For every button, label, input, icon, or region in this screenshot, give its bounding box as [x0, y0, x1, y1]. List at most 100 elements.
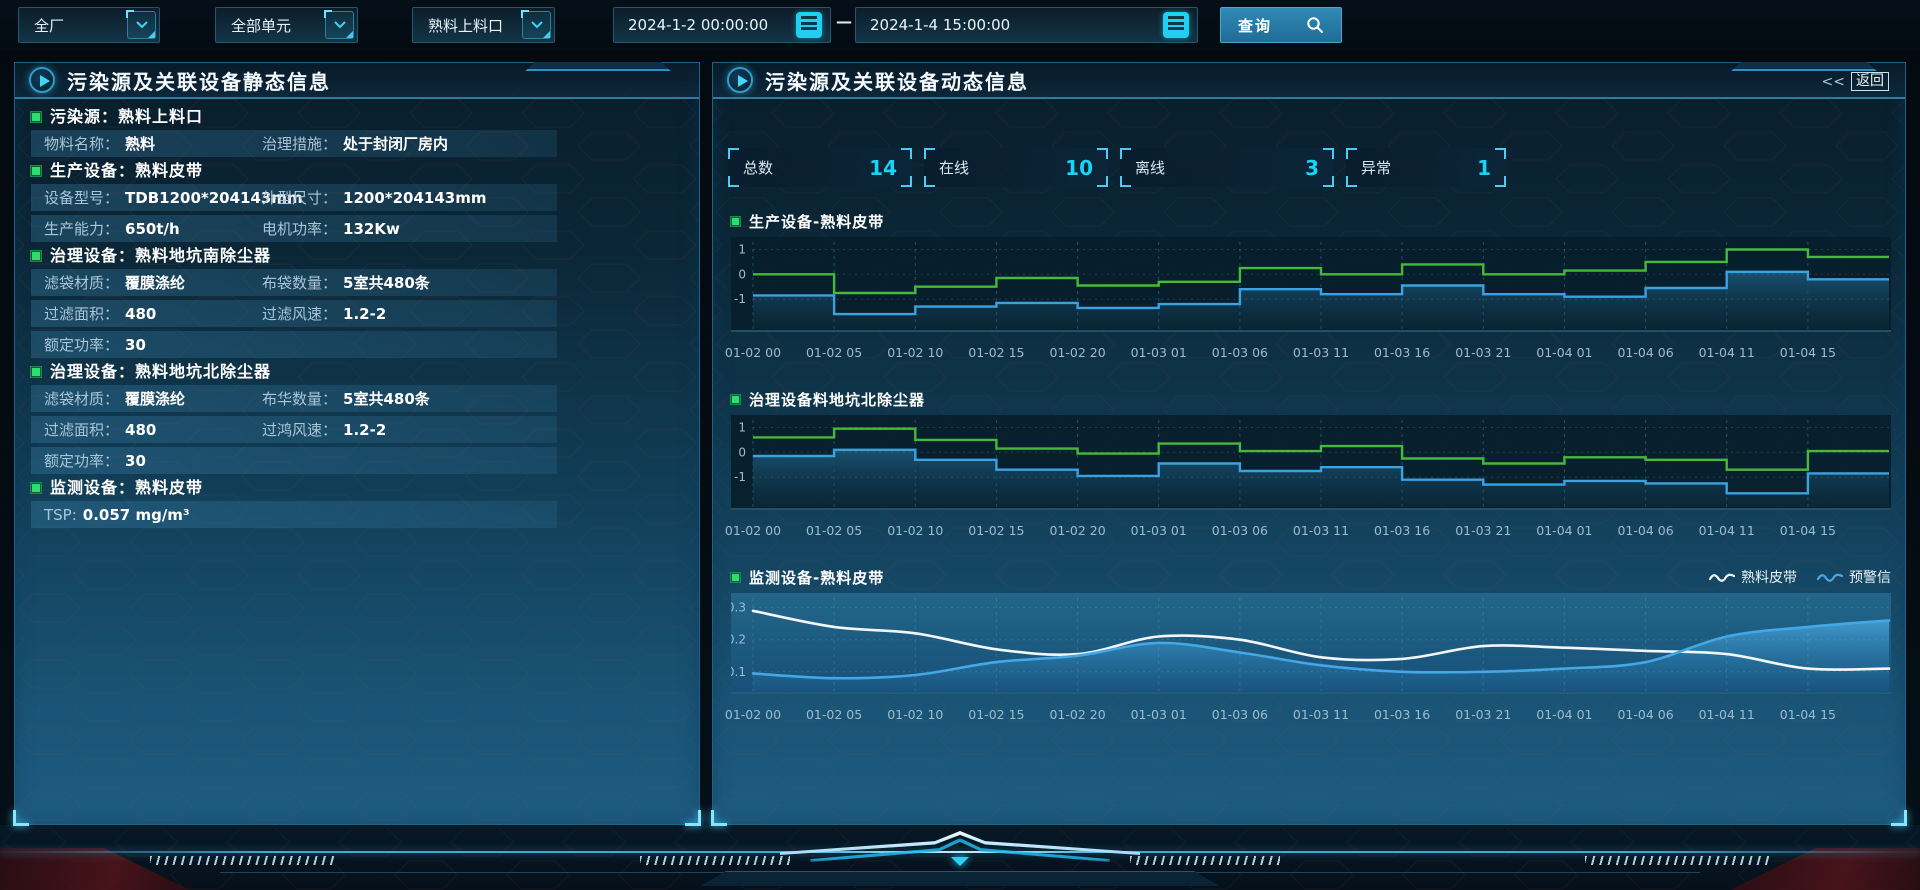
- bullet-icon: [730, 571, 741, 583]
- x-tick-label: 01-02 20: [1049, 707, 1106, 722]
- x-tick-label: 01-04 06: [1617, 707, 1674, 722]
- x-tick-label: 01-02 05: [805, 345, 863, 360]
- info-row: 额定功率： 30: [31, 447, 557, 474]
- center-emblem-triangle: [951, 857, 969, 866]
- hatch-strip: [1585, 856, 1770, 865]
- corner-bracket: [1120, 148, 1131, 159]
- field-value: 650t/h: [125, 220, 180, 238]
- stat-value: 14: [869, 155, 897, 180]
- chart-title: 治理设备料地坑北除尘器: [749, 390, 926, 409]
- select-plant[interactable]: 全厂: [18, 7, 160, 43]
- x-tick-label: 01-04 06: [1617, 523, 1674, 538]
- chart-legend: 熟料皮带 预警信: [1709, 567, 1891, 587]
- calendar-icon[interactable]: [796, 12, 822, 38]
- svg-text:0.2: 0.2: [731, 633, 746, 647]
- static-panel-title: 污染源及关联设备静态信息: [67, 69, 331, 94]
- svg-text:0: 0: [738, 445, 746, 459]
- field-label: 电机功率：: [262, 220, 338, 238]
- chevron-down-icon: [324, 10, 354, 39]
- field-value: 480: [125, 421, 157, 439]
- legend-label: 熟料皮带: [1741, 570, 1797, 586]
- field-label: 外型尺寸：: [262, 189, 338, 207]
- x-tick-label: 01-04 11: [1698, 707, 1755, 722]
- info-row: 过滤面积： 480 过鸿风速： 1.2-2: [31, 416, 557, 443]
- x-tick-label: 01-02 10: [887, 345, 944, 360]
- select-unit-value: 全部单元: [231, 16, 292, 35]
- stat-card-2: 在线 10: [924, 148, 1108, 187]
- field-value: 30: [125, 336, 146, 354]
- device-stats-row: 总数 14 在线 10 离线 3 异常 1: [728, 148, 1905, 187]
- x-tick-label: 01-03 06: [1211, 345, 1268, 360]
- x-tick-label: 01-02 00: [724, 523, 782, 538]
- x-tick-label: 01-04 01: [1536, 345, 1593, 360]
- x-tick-label: 01-04 11: [1698, 345, 1755, 360]
- field-value: 5室共480条: [343, 390, 430, 408]
- x-axis-labels: 01-02 00 01-02 05 01-02 10 01-02 15 01-02 20…: [725, 521, 1891, 539]
- date-range-separator: —: [836, 12, 852, 31]
- dynamic-panel-title: 污染源及关联设备动态信息: [765, 69, 1029, 94]
- corner-bracket: [728, 176, 739, 187]
- x-tick-label: 01-03 21: [1455, 345, 1512, 360]
- corner-bracket: [1120, 176, 1131, 187]
- x-tick-label: 01-02 00: [724, 345, 782, 360]
- field-value: 132Kw: [343, 220, 400, 238]
- select-source-value: 熟料上料口: [428, 16, 504, 35]
- field-value: 处于封闭厂房内: [343, 135, 449, 153]
- field-value: 1.2-2: [343, 305, 387, 323]
- static-info-panel: 污染源及关联设备静态信息 污染源：熟料上料口 物料名称： 熟料 治理措施： 处于封闭厂房…: [13, 62, 701, 826]
- bullet-icon: [30, 482, 42, 494]
- field-label: 布袋数量：: [262, 274, 338, 292]
- x-tick-label: 01-03 01: [1130, 707, 1187, 722]
- legend-item[interactable]: 预警信: [1817, 567, 1891, 587]
- x-tick-label: 01-02 20: [1049, 345, 1106, 360]
- chart-2: 治理设备料地坑北除尘器 1 0 -1 01-02 00 01-02 05 01-02 10 0…: [725, 387, 1905, 539]
- date-from-input[interactable]: 2024-1-2 00:00:00: [613, 7, 831, 43]
- x-tick-label: 01-03 21: [1455, 523, 1512, 538]
- corner-bracket: [728, 148, 739, 159]
- hatch-strip: [150, 856, 335, 865]
- info-field: 电机功率： 132Kw: [262, 218, 400, 239]
- field-label: 额定功率：: [44, 452, 120, 470]
- info-field: 滤袋材质： 覆膜涤纶: [44, 388, 262, 409]
- corner-bracket: [1097, 176, 1108, 187]
- corner-bracket: [901, 148, 912, 159]
- info-field: TSP: 0.057 mg/m³: [44, 506, 262, 524]
- info-field: 过鸿风速： 1.2-2: [262, 419, 386, 440]
- play-icon: [727, 67, 753, 93]
- section-title: 监测设备：熟料皮带: [50, 478, 204, 497]
- x-tick-label: 01-03 01: [1130, 523, 1187, 538]
- x-tick-label: 01-02 10: [887, 523, 944, 538]
- x-tick-label: 01-02 05: [805, 707, 863, 722]
- corner-bracket: [924, 176, 935, 187]
- field-label: 滤袋材质：: [44, 390, 120, 408]
- x-tick-label: 01-03 16: [1373, 707, 1431, 722]
- info-field: 布袋数量： 5室共480条: [262, 272, 430, 293]
- section-title: 生产设备：熟料皮带: [50, 161, 204, 180]
- stat-card-3: 离线 3: [1120, 148, 1334, 187]
- field-label: 滤袋材质：: [44, 274, 120, 292]
- info-row: 滤袋材质： 覆膜涤纶 布华数量： 5室共480条: [31, 385, 557, 412]
- x-tick-label: 01-03 11: [1292, 707, 1350, 722]
- chart-title: 生产设备-熟料皮带: [749, 212, 885, 231]
- legend-item[interactable]: 熟料皮带: [1709, 567, 1797, 587]
- field-value: 1.2-2: [343, 421, 387, 439]
- select-unit[interactable]: 全部单元: [215, 7, 358, 43]
- bullet-icon: [30, 111, 42, 123]
- dynamic-info-panel: 污染源及关联设备动态信息 << 返回 总数 14 在线 10 离线 3 异常 1 生产设备-熟…: [711, 62, 1907, 826]
- x-tick-label: 01-03 01: [1130, 345, 1187, 360]
- date-to-input[interactable]: 2024-1-4 15:00:00: [855, 7, 1198, 43]
- field-label: 治理措施：: [262, 135, 338, 153]
- corner-accent: [685, 810, 701, 826]
- date-to-value: 2024-1-4 15:00:00: [870, 16, 1011, 34]
- field-label: 物料名称：: [44, 135, 120, 153]
- back-button[interactable]: << 返回: [1822, 72, 1889, 91]
- select-source[interactable]: 熟料上料口: [412, 7, 555, 43]
- section-title: 治理设备：熟料地坑南除尘器: [50, 246, 272, 265]
- stat-label: 离线: [1135, 159, 1166, 177]
- calendar-icon[interactable]: [1163, 12, 1189, 38]
- query-button[interactable]: 查询: [1220, 7, 1342, 43]
- field-value: 覆膜涤纶: [125, 390, 186, 408]
- center-emblem-base: [700, 871, 1220, 886]
- corner-bracket: [1346, 148, 1357, 159]
- stat-value: 1: [1477, 155, 1491, 180]
